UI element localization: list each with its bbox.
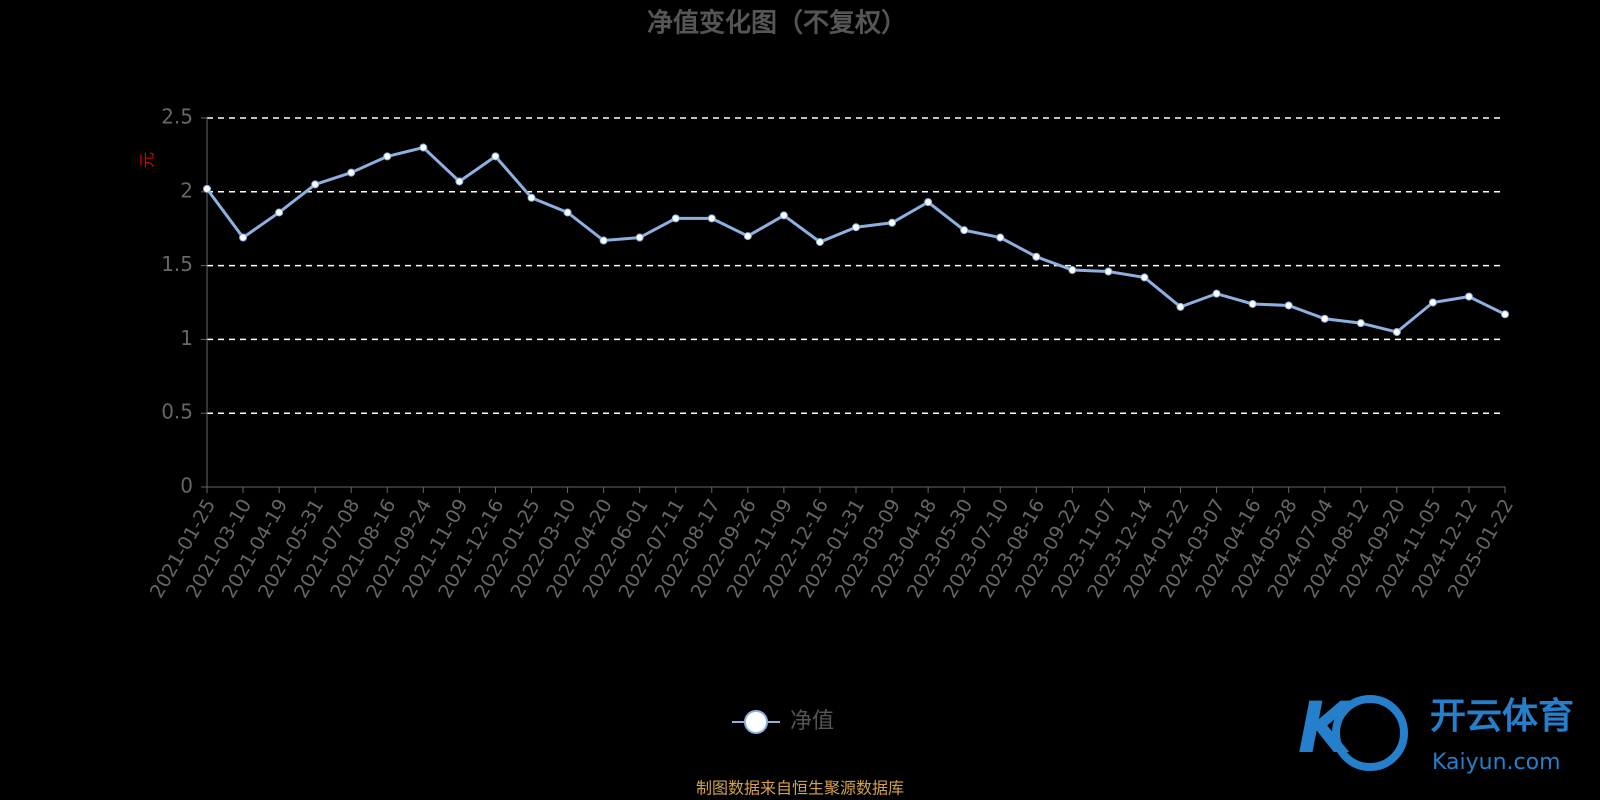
point — [852, 223, 860, 232]
point — [1140, 273, 1149, 282]
point — [347, 168, 356, 177]
point — [996, 233, 1005, 242]
point — [203, 184, 211, 193]
point — [275, 208, 284, 217]
point — [707, 214, 716, 223]
point — [311, 180, 320, 189]
point — [1212, 289, 1221, 298]
point — [1392, 328, 1401, 337]
point — [1356, 319, 1365, 328]
point — [1104, 267, 1113, 276]
y-tick-label: 0.5 — [161, 400, 193, 424]
watermark-url: Kaiyun.com — [1432, 750, 1561, 775]
series-line — [205, 145, 1506, 334]
point — [491, 152, 500, 161]
legend-label: 净值 — [790, 709, 834, 734]
point — [815, 237, 824, 246]
point — [1068, 266, 1077, 275]
point — [1176, 302, 1185, 311]
point — [1464, 292, 1473, 301]
point — [1320, 314, 1329, 323]
y-tick-label: 1.5 — [161, 252, 193, 276]
point — [1428, 298, 1437, 307]
watermark: K 开云体育 Kaiyun.com — [1298, 687, 1574, 775]
watermark-name: 开云体育 — [1430, 696, 1574, 737]
point — [419, 143, 428, 152]
point — [888, 218, 897, 227]
y-tick-label: 1 — [180, 326, 193, 350]
point — [960, 226, 969, 235]
point — [239, 233, 248, 242]
y-tick-label: 2 — [180, 178, 193, 202]
y-tick-label: 2.5 — [161, 105, 193, 129]
y-tick-label: 0 — [180, 474, 193, 498]
point — [743, 232, 752, 241]
point — [779, 211, 788, 220]
point — [635, 233, 644, 242]
point — [1248, 299, 1257, 308]
logo-letter: K — [1298, 687, 1357, 769]
chart-title: 净值变化图（不复权） — [647, 8, 907, 39]
point — [563, 208, 572, 217]
point — [671, 214, 680, 223]
logo-icon — [1332, 695, 1408, 771]
point — [924, 198, 933, 207]
point — [599, 236, 608, 245]
point — [455, 177, 464, 186]
legend-marker — [744, 710, 768, 734]
point — [1501, 310, 1509, 319]
point — [1032, 252, 1041, 261]
point — [527, 193, 536, 202]
source-note: 制图数据来自恒生聚源数据库 — [696, 779, 904, 798]
point — [383, 152, 392, 161]
y-axis-label: 元 — [138, 152, 157, 168]
point — [1284, 301, 1293, 310]
